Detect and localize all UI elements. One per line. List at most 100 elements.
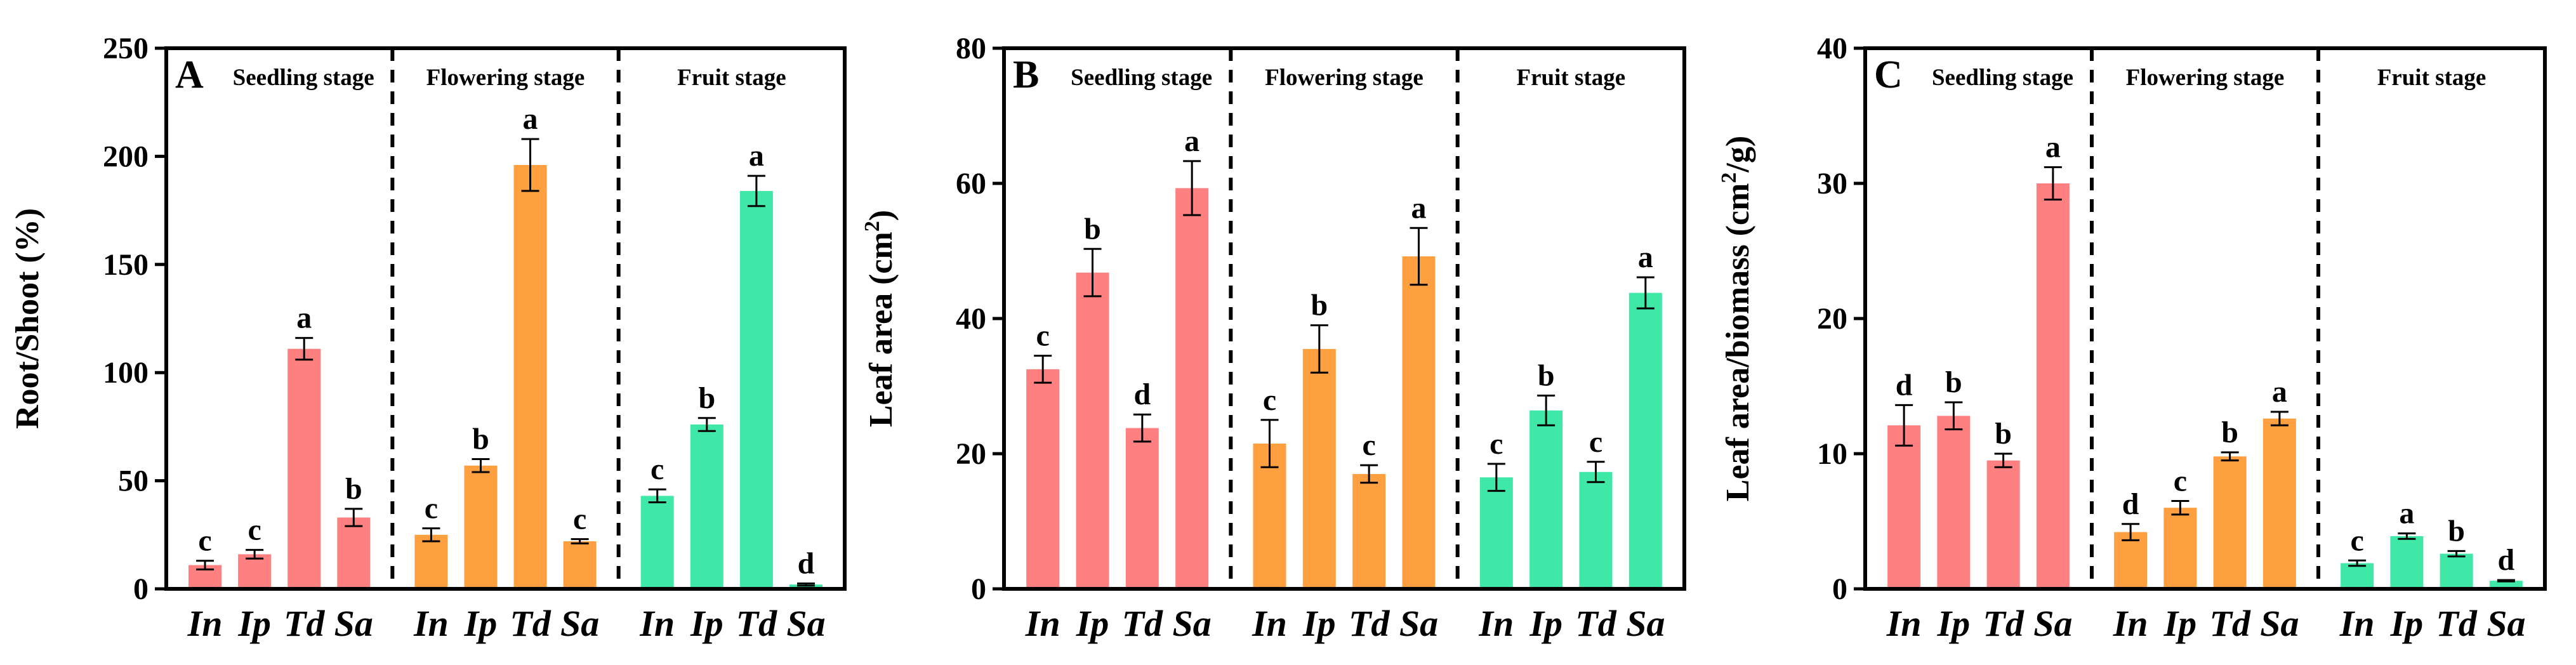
y-tick-label: 40 — [956, 302, 986, 336]
significance-letter: c — [2174, 464, 2187, 498]
significance-letter: c — [1589, 425, 1602, 459]
significance-letter: b — [472, 423, 489, 456]
bar — [464, 465, 498, 589]
significance-letter: a — [2399, 497, 2414, 530]
x-tick-label: Sa — [2260, 603, 2299, 644]
significance-letter: d — [798, 546, 815, 580]
y-tick-label: 20 — [956, 437, 986, 471]
x-tick-label: Td — [736, 603, 777, 644]
bar — [1175, 188, 1209, 589]
bar — [2262, 418, 2296, 589]
bar — [1479, 477, 1513, 589]
significance-letter: a — [523, 102, 538, 136]
y-tick-label: 30 — [1817, 167, 1847, 201]
significance-letter: c — [198, 524, 211, 558]
x-tick-label: In — [639, 603, 675, 644]
plot-frame — [164, 46, 847, 591]
y-tick-label: 50 — [118, 464, 149, 498]
chart-panel-C: Seedling stage d In b Ip b Td a Sa Flowering stag… — [1717, 32, 2547, 644]
bar — [1579, 471, 1613, 589]
bar — [640, 496, 674, 589]
bar — [1937, 416, 1971, 589]
x-tick-label: Ip — [1937, 603, 1971, 644]
bar — [1628, 293, 1662, 589]
significance-letter: b — [1995, 417, 2012, 451]
bar — [414, 534, 448, 589]
plot-frame — [1002, 46, 1686, 591]
x-tick-label: Sa — [1626, 603, 1665, 644]
bar — [690, 424, 723, 589]
x-tick-label: Td — [510, 603, 551, 644]
y-axis-label-superscript: 2 — [1717, 173, 1741, 183]
stage-label: Flowering stage — [2126, 65, 2285, 91]
y-tick-label: 0 — [1832, 572, 1847, 606]
significance-letter: b — [698, 381, 715, 415]
y-axis-label-superscript: 2 — [861, 221, 884, 232]
x-tick-label: In — [1478, 603, 1514, 644]
y-axis-label-end: /g) — [1720, 136, 1756, 173]
x-tick-label: Sa — [786, 603, 825, 644]
bar — [2440, 553, 2473, 589]
y-tick-label: 200 — [103, 140, 149, 173]
stage-label: Flowering stage — [1265, 65, 1423, 91]
y-axis-label: Root/Shoot (%) — [10, 208, 46, 429]
y-tick-label: 0 — [133, 572, 149, 606]
x-tick-label: Ip — [237, 603, 271, 644]
bar — [1076, 272, 1109, 589]
y-axis-label: Leaf area (cm2) — [861, 210, 899, 427]
y-tick-label: 80 — [956, 32, 986, 65]
x-tick-label: Ip — [690, 603, 723, 644]
x-tick-label: Ip — [1529, 603, 1562, 644]
x-tick-label: Sa — [2487, 603, 2525, 644]
chart-panel-B: Seedling stage c In b Ip d Td a Sa Flowering stag… — [861, 32, 1686, 644]
x-tick-label: Sa — [1399, 603, 1438, 644]
x-tick-label: Td — [2436, 603, 2477, 644]
y-tick-label: 100 — [103, 356, 149, 390]
bar — [2489, 581, 2523, 589]
plot-frame — [1863, 46, 2547, 591]
significance-letter: b — [2448, 514, 2465, 548]
significance-letter: b — [1084, 212, 1101, 246]
y-axis-label: Leaf area/biomass (cm2/g) — [1717, 136, 1756, 501]
significance-letter: a — [1184, 124, 1199, 158]
significance-letter: c — [1263, 383, 1276, 417]
significance-letter: d — [2122, 487, 2139, 521]
significance-letter: c — [425, 492, 438, 525]
x-tick-label: Ip — [1302, 603, 1336, 644]
bar — [2036, 183, 2070, 589]
significance-letter: c — [573, 503, 586, 536]
significance-letter: c — [651, 452, 664, 486]
significance-letter: a — [1411, 191, 1427, 225]
significance-letter: a — [2045, 130, 2061, 164]
bar — [563, 541, 597, 589]
x-tick-label: Sa — [1173, 603, 1212, 644]
stage-label: Seedling stage — [233, 65, 374, 91]
bar — [287, 348, 321, 589]
x-tick-label: In — [1025, 603, 1060, 644]
x-tick-label: Td — [1349, 603, 1390, 644]
x-tick-label: Sa — [560, 603, 599, 644]
stage-label: Flowering stage — [426, 65, 585, 91]
significance-letter: a — [749, 139, 764, 173]
bar — [739, 190, 773, 589]
y-tick-label: 0 — [971, 572, 986, 606]
significance-letter: b — [1538, 359, 1555, 392]
bar — [2341, 563, 2374, 589]
y-tick-label: 150 — [103, 248, 149, 282]
significance-letter: b — [1311, 289, 1328, 322]
bar — [513, 165, 547, 589]
x-tick-label: In — [2113, 603, 2148, 644]
bar — [238, 554, 272, 589]
x-tick-label: Td — [2209, 603, 2250, 644]
x-tick-label: Ip — [2163, 603, 2197, 644]
y-axis-label-text: Leaf area (cm — [863, 232, 899, 427]
significance-letter: a — [296, 301, 312, 335]
bar — [1986, 460, 2020, 589]
chart-panel-A: Seedling stage c In c Ip a Td b Sa Flowering stag… — [10, 32, 847, 644]
significance-letter: c — [1363, 428, 1376, 462]
bar — [2114, 532, 2148, 589]
y-axis-label-text: Leaf area/biomass (cm — [1720, 183, 1756, 502]
x-tick-label: Td — [1983, 603, 2024, 644]
significance-letter: d — [1896, 368, 1913, 402]
bar — [2390, 536, 2424, 589]
